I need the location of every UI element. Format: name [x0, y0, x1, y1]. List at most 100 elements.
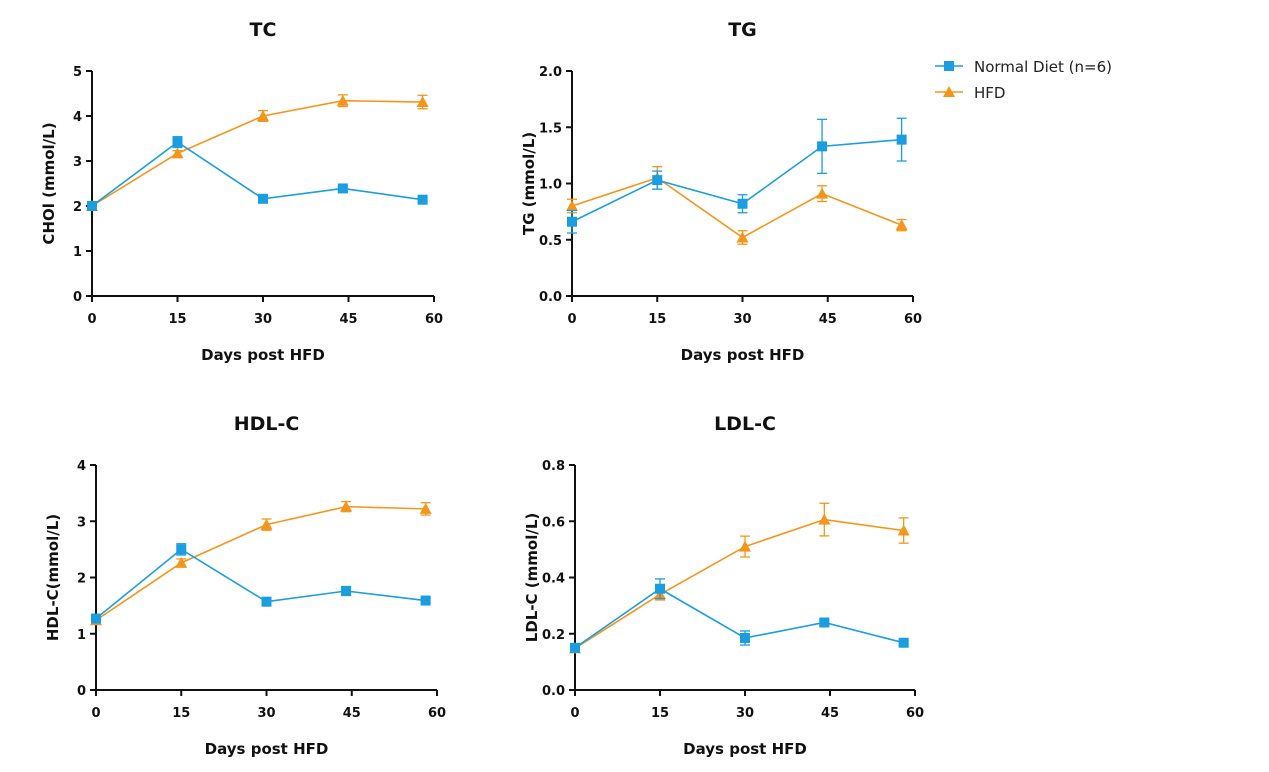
x-axis-label: Days post HFD — [201, 346, 325, 364]
panel-hdl-c: HDL-C Days post HFD HDL-C(mmol/L) 0 1 2 3 4 0 15 3… — [44, 413, 446, 758]
series-line — [571, 138, 902, 223]
data-point — [341, 586, 352, 596]
y-tick-label: 2.0 — [539, 65, 562, 80]
data-point — [171, 147, 184, 159]
data-point — [258, 193, 268, 204]
data-point — [87, 201, 97, 211]
y-tick-label: 0.4 — [542, 572, 565, 587]
data-point — [737, 198, 748, 209]
series-line — [574, 587, 904, 649]
series-line — [571, 176, 902, 239]
data-point — [91, 613, 101, 624]
data-point — [567, 216, 577, 227]
y-tick-label: 0 — [73, 290, 82, 305]
y-tick-label: 0.5 — [539, 234, 562, 249]
data-point — [652, 175, 663, 186]
data-point — [898, 637, 909, 648]
series-normal-diet — [570, 578, 909, 653]
y-tick-label: 2 — [73, 200, 82, 215]
y-tick-label: 3 — [77, 515, 86, 530]
series-normal-diet — [87, 136, 428, 211]
x-tick-label: 30 — [736, 706, 754, 721]
chart-title: TC — [250, 19, 277, 41]
series-line — [91, 141, 423, 207]
data-point — [817, 141, 828, 152]
data-point — [736, 231, 749, 243]
x-tick-label: 60 — [425, 312, 443, 327]
data-point — [816, 187, 829, 199]
x-tick-label: 0 — [87, 312, 96, 327]
y-axis-label: LDL-C (mmol/L) — [523, 513, 541, 642]
data-point — [419, 502, 432, 514]
data-point — [655, 583, 665, 594]
data-point — [340, 500, 353, 512]
series-normal-diet — [91, 543, 431, 624]
y-tick-label: 4 — [77, 459, 86, 474]
y-tick-label: 2 — [77, 572, 86, 587]
series-hfd — [566, 165, 908, 245]
x-tick-label: 0 — [567, 312, 576, 327]
legend-item: HFD — [935, 84, 1005, 102]
x-tick-label: 60 — [428, 706, 446, 721]
data-point — [420, 595, 431, 606]
y-tick-label: 1.5 — [539, 121, 562, 136]
x-tick-label: 45 — [821, 706, 839, 721]
series-normal-diet — [567, 117, 907, 234]
data-point — [336, 94, 349, 106]
x-tick-label: 30 — [257, 706, 275, 721]
chart-title: HDL-C — [234, 413, 300, 435]
data-point — [261, 596, 272, 607]
y-tick-label: 1 — [77, 628, 86, 643]
x-tick-label: 0 — [570, 706, 579, 721]
legend: Normal Diet (n=6) HFD — [935, 58, 1112, 102]
data-point — [337, 183, 348, 194]
x-tick-label: 30 — [254, 312, 272, 327]
y-tick-label: 0.2 — [542, 628, 565, 643]
y-tick-label: 1.0 — [539, 178, 562, 193]
y-tick-label: 4 — [73, 110, 82, 125]
x-tick-label: 45 — [339, 312, 357, 327]
series-line — [91, 99, 423, 207]
legend-label: HFD — [974, 84, 1005, 102]
y-tick-label: 5 — [73, 65, 82, 80]
data-point — [416, 96, 429, 108]
y-tick-label: 1 — [73, 245, 82, 260]
y-tick-label: 0 — [77, 684, 86, 699]
data-point — [175, 556, 188, 568]
series-hfd — [90, 500, 432, 626]
chart-title: TG — [728, 19, 757, 41]
triangle-marker-icon — [943, 86, 955, 97]
y-tick-label: 0.6 — [542, 515, 565, 530]
series-hfd — [569, 502, 910, 654]
chart-title: LDL-C — [714, 413, 776, 435]
data-point — [257, 110, 269, 121]
y-axis-label: CHOl (mmol/L) — [40, 122, 58, 244]
panel-ldl-c: LDL-C Days post HFD LDL-C (mmol/L) 0.0 0.2 0.… — [523, 413, 924, 758]
x-axis-label: Days post HFD — [681, 346, 805, 364]
data-point — [570, 642, 580, 653]
legend-label: Normal Diet (n=6) — [974, 58, 1112, 76]
y-tick-label: 3 — [73, 155, 82, 170]
x-tick-label: 15 — [651, 706, 669, 721]
x-tick-label: 15 — [648, 312, 666, 327]
legend-item: Normal Diet (n=6) — [935, 58, 1112, 76]
data-point — [739, 540, 751, 552]
x-tick-label: 30 — [733, 312, 751, 327]
data-point — [417, 194, 428, 205]
data-point — [818, 513, 831, 525]
x-tick-label: 15 — [172, 706, 190, 721]
x-tick-label: 15 — [168, 312, 186, 327]
y-tick-label: 0.0 — [539, 290, 562, 305]
panel-tg: TG Days post HFD TG (mmol/L) 0.0 0.5 1.0 1.5 2.… — [520, 19, 922, 364]
data-point — [176, 544, 187, 555]
y-axis-label: HDL-C(mmol/L) — [44, 514, 62, 641]
x-tick-label: 60 — [904, 312, 922, 327]
x-tick-label: 45 — [343, 706, 361, 721]
data-point — [819, 617, 830, 628]
data-point — [566, 200, 578, 211]
data-point — [740, 632, 750, 643]
data-point — [260, 518, 273, 530]
series-line — [95, 548, 426, 620]
